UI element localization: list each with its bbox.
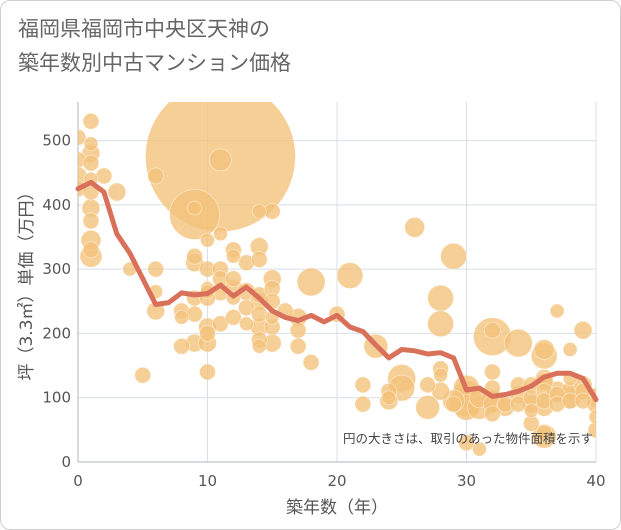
bubble-point xyxy=(250,305,268,323)
title-line-2: 築年数別中古マンション価格 xyxy=(18,51,291,75)
y-tick-label: 300 xyxy=(42,260,71,278)
bubble-point xyxy=(427,284,455,312)
bubble-point xyxy=(440,242,467,270)
bubble-point xyxy=(445,395,462,413)
bubble-point xyxy=(404,216,426,238)
bubble-point xyxy=(186,305,203,323)
bubble-point xyxy=(147,167,165,185)
bubble-point xyxy=(82,212,100,230)
bubble-point xyxy=(533,339,555,360)
bubble-size-note: 円の大きさは、取引のあった物件面積を示す xyxy=(343,431,593,446)
y-tick-label: 0 xyxy=(61,453,71,471)
bubble-point xyxy=(82,154,100,172)
bubble-layer xyxy=(78,102,596,457)
bubble-point xyxy=(209,148,232,172)
bubble-point xyxy=(472,441,487,457)
y-tick-label: 100 xyxy=(42,389,71,407)
bubble-point xyxy=(574,392,592,410)
bubble-point xyxy=(186,247,203,265)
bubble-point xyxy=(562,342,578,357)
bubble-point xyxy=(427,310,455,338)
bubble-point xyxy=(134,366,152,384)
y-tick-label: 200 xyxy=(42,324,71,342)
title-line-1: 福岡県福岡市中央区天神の xyxy=(18,17,270,41)
bubble-point xyxy=(549,303,565,319)
bubble-point xyxy=(573,320,593,340)
bubble-point xyxy=(354,395,372,413)
bubble-point xyxy=(83,136,99,152)
x-tick-label: 30 xyxy=(457,472,476,490)
bubble-point xyxy=(250,251,268,268)
bubble-point xyxy=(82,241,100,259)
x-tick-label: 0 xyxy=(73,472,83,490)
bubble-point xyxy=(419,376,437,394)
bubble-point xyxy=(200,232,215,248)
bubble-point xyxy=(503,328,533,358)
bubble-point xyxy=(289,321,307,339)
bubble-point xyxy=(251,203,267,219)
x-axis-label: 築年数（年） xyxy=(286,498,388,518)
bubble-point xyxy=(302,353,320,371)
bubble-point xyxy=(535,424,553,442)
bubble-point xyxy=(381,390,397,406)
bubble-point xyxy=(199,363,216,381)
bubble-point xyxy=(95,167,113,185)
bubble-point xyxy=(82,112,100,130)
x-tick-label: 40 xyxy=(586,472,605,490)
bubble-point xyxy=(225,248,241,264)
y-tick-label: 400 xyxy=(42,196,71,214)
bubble-point xyxy=(587,421,596,439)
bubble-point xyxy=(296,267,326,297)
bubble-point xyxy=(224,270,242,288)
bubble-point xyxy=(523,403,539,418)
average-price-line xyxy=(75,179,599,403)
bubble-point xyxy=(336,262,364,289)
bubble-point xyxy=(187,200,202,216)
bubble-point xyxy=(483,363,501,381)
chart-title: 福岡県福岡市中央区天神の 築年数別中古マンション価格 xyxy=(18,12,291,80)
bubble-point xyxy=(224,308,242,326)
bubble-point xyxy=(174,309,190,325)
y-tick-label: 500 xyxy=(42,132,71,150)
bubble-point xyxy=(289,337,307,355)
bubble-point xyxy=(213,226,228,242)
bubble-point xyxy=(354,376,372,394)
bubble-point xyxy=(199,325,216,342)
bubble-point xyxy=(433,367,449,383)
bubble-point xyxy=(173,337,191,355)
bubble-point xyxy=(238,316,254,332)
bubble-point xyxy=(107,182,127,202)
x-tick-label: 20 xyxy=(327,472,346,490)
bubble-point xyxy=(483,321,501,339)
x-tick-label: 10 xyxy=(198,472,217,490)
bubble-point xyxy=(458,434,475,452)
y-axis-label: 坪（3.3㎡）単価（万円） xyxy=(17,183,37,380)
bubble-point xyxy=(147,260,165,278)
bubble-point xyxy=(588,409,596,425)
bubble-point xyxy=(483,405,501,423)
bubble-point xyxy=(251,338,267,354)
bubble-point xyxy=(415,394,441,420)
